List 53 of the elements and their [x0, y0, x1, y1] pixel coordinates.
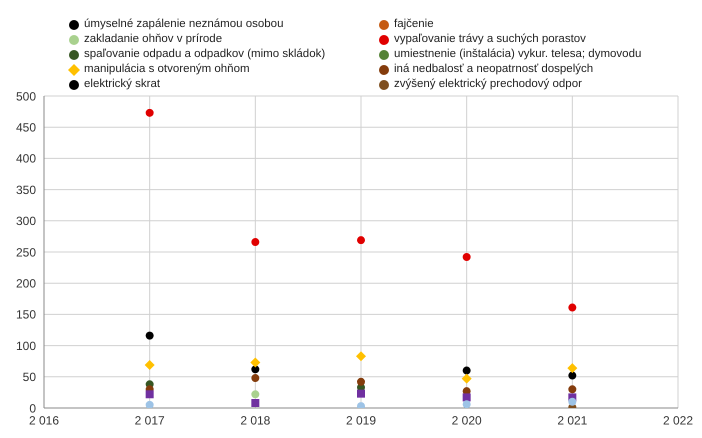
y-tick-label: 350 [16, 182, 36, 197]
legend-label: vypaľovanie trávy a suchých porastov [394, 32, 586, 47]
point [251, 399, 260, 408]
x-tick-label: 2 020 [452, 414, 482, 428]
legend-label: spaľovanie odpadu a odpadkov (mimo skládok) [84, 47, 326, 62]
point [144, 360, 155, 370]
point [146, 390, 154, 398]
y-tick-label: 450 [16, 120, 36, 134]
legend-label: fajčenie [394, 17, 434, 32]
point [251, 374, 260, 382]
y-tick-label: 400 [16, 152, 36, 166]
point [251, 365, 260, 374]
y-tick-label: 300 [16, 214, 36, 228]
y-tick-label: 500 [16, 89, 36, 104]
y-tick-label: 250 [16, 245, 36, 260]
x-tick-label: 2 022 [662, 414, 694, 428]
point [251, 390, 260, 398]
x-tick-label: 2 018 [240, 414, 271, 428]
point [568, 398, 576, 406]
point [146, 108, 154, 117]
point [357, 236, 365, 244]
legend-label: elektrický skrat [84, 77, 160, 92]
point [357, 378, 365, 386]
legend-label: umiestnenie (inštalácia) vykur. telesa; dymovodu [394, 47, 642, 62]
point [462, 393, 471, 402]
point [462, 366, 471, 375]
legend-label: úmyselné zapálenie neznámou osobou [84, 17, 284, 32]
legend-label: zakladanie ohňov v prírode [84, 32, 222, 47]
point [251, 238, 260, 246]
point [568, 304, 576, 312]
point [462, 252, 471, 261]
y-tick-label: 200 [16, 276, 36, 290]
legend-label: manipulácia s otvoreným ohňom [84, 62, 250, 77]
point [568, 372, 576, 380]
point [146, 332, 154, 340]
x-tick-label: 2 021 [557, 414, 588, 428]
point [568, 385, 576, 394]
point [357, 390, 365, 398]
y-tick-label: 150 [16, 308, 36, 322]
y-tick-label: 50 [22, 370, 36, 384]
point [567, 363, 578, 374]
legend-label: iná nedbalosť a neopatrnosť dospelých [394, 62, 594, 77]
point [250, 357, 260, 368]
point [462, 400, 471, 408]
point [356, 351, 366, 362]
y-tick-label: 100 [16, 338, 36, 353]
x-tick-label: 2 016 [28, 414, 60, 428]
y-tick-label: 0 [29, 401, 36, 416]
legend-label: zvýšený elektrický prechodový odpor [394, 77, 582, 92]
x-tick-label: 2 017 [134, 414, 166, 428]
x-tick-label: 2 019 [346, 414, 376, 428]
point [462, 374, 472, 384]
point [146, 400, 154, 408]
